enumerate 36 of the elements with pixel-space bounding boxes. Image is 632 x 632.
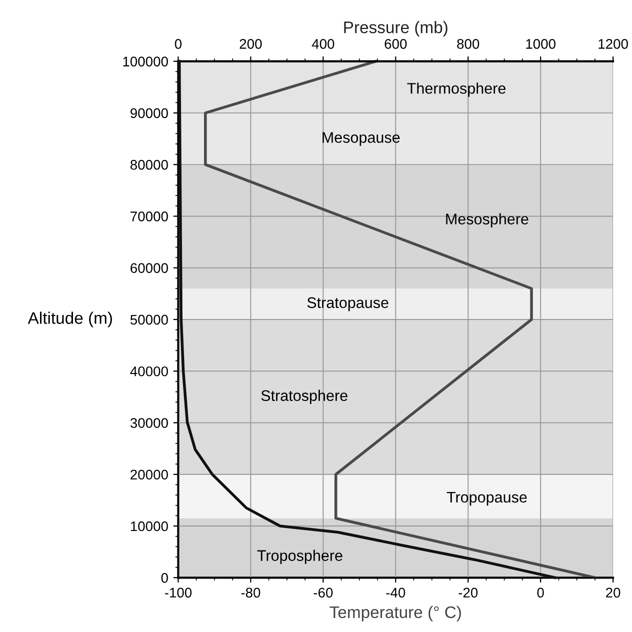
x2-axis-title: Pressure (mb) (344, 21, 448, 37)
band-label: Mesosphere (446, 213, 528, 228)
y-tick-label: 70000 (130, 212, 168, 222)
x-axis-title: Temperature (° C) (330, 606, 461, 622)
y-tick-label: 20000 (130, 470, 168, 480)
x-tick-label: -80 (241, 588, 260, 598)
x2-tick-label: 0 (174, 39, 182, 49)
x-tick-label: -40 (386, 588, 406, 598)
y-tick-label: 100000 (123, 56, 168, 66)
x-tick-label: -100 (164, 588, 192, 598)
x2-tick-label: 400 (312, 39, 334, 49)
x2-tick-label: 1200 (598, 39, 628, 49)
y-tick-label: 90000 (130, 108, 168, 118)
band-label: Troposphere (257, 550, 342, 564)
x2-tick-label: 600 (384, 39, 407, 49)
band-label: Mesopause (322, 132, 400, 146)
y-tick-label: 10000 (130, 521, 168, 532)
x-tick-label: -20 (458, 588, 478, 598)
y-tick-label: 0 (161, 572, 168, 583)
y-tick-label: 30000 (130, 418, 168, 428)
band-label: Thermosphere (407, 82, 506, 97)
x2-tick-label: 200 (240, 39, 262, 49)
y-tick-label: 80000 (130, 160, 168, 170)
y-tick-label: 60000 (130, 263, 168, 274)
band-label: Tropopause (446, 492, 527, 506)
x2-tick-label: 800 (457, 39, 480, 49)
band-label: Stratopause (307, 297, 388, 312)
band-label: Stratosphere (261, 390, 348, 404)
y-axis-title: Altitude (m) (28, 312, 112, 328)
y-tick-label: 50000 (130, 314, 168, 325)
x-tick-label: 20 (606, 588, 620, 598)
x-tick-label: 0 (537, 588, 544, 598)
y-tick-label: 40000 (130, 366, 168, 376)
x-tick-label: -60 (314, 588, 333, 598)
line-series (204, 60, 596, 580)
x2-tick-label: 1000 (526, 39, 556, 49)
